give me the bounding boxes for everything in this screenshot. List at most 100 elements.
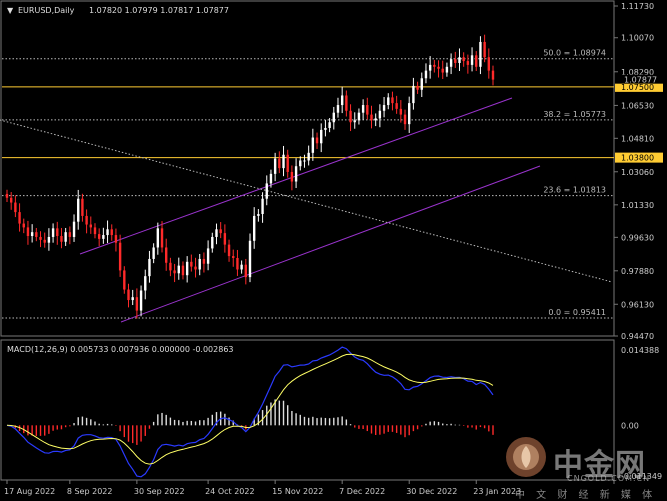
candle <box>181 261 185 280</box>
candle <box>60 227 63 249</box>
candle <box>206 240 210 271</box>
candle <box>282 145 285 177</box>
candle-body <box>190 261 193 267</box>
price-tick-label: 1.01330 <box>621 201 654 210</box>
candle-body <box>89 224 92 228</box>
current-price-marker: 1.07877 <box>615 74 663 85</box>
candle-body <box>173 270 176 274</box>
candle <box>152 243 155 264</box>
candle-body <box>252 215 256 241</box>
candle-body <box>336 105 340 113</box>
chart-header-arrow: ▼ <box>7 6 14 15</box>
candle-body <box>328 122 331 128</box>
candle-body <box>144 276 147 291</box>
candle-body <box>223 233 227 245</box>
watermark-tagline: 中 文 财 经 新 媒 体 <box>515 490 657 501</box>
candle <box>248 233 252 283</box>
support-level-label: 1.07500 <box>621 83 654 92</box>
candle-body <box>399 108 403 115</box>
candle <box>35 227 38 242</box>
macd-tick-label: 0.00 <box>621 421 639 430</box>
candle-body <box>102 235 105 239</box>
candle <box>353 112 356 129</box>
candle <box>110 224 113 241</box>
candle <box>475 51 478 72</box>
macd-signal-line <box>6 353 494 465</box>
candle <box>382 97 386 118</box>
date-tick-label: 23 Jan 2023 <box>473 487 521 496</box>
price-tick-label: 0.96130 <box>621 300 654 309</box>
candle-body <box>93 227 97 235</box>
candle <box>378 104 382 128</box>
candle <box>211 232 214 253</box>
candle <box>370 105 373 129</box>
fib-level-label: 38.2 = 1.05773 <box>543 110 606 119</box>
candle <box>106 220 109 244</box>
candle <box>403 109 407 130</box>
candle <box>278 151 281 174</box>
candle <box>160 221 164 253</box>
candle <box>223 224 227 253</box>
support-level-label: 1.03800 <box>621 154 654 163</box>
candle-body <box>466 61 470 65</box>
candle-body <box>5 193 9 198</box>
candle <box>26 220 30 245</box>
candle-body <box>320 129 323 144</box>
price-panel-frame <box>0 0 615 337</box>
candle-body <box>118 242 122 271</box>
candle <box>483 34 486 63</box>
candle <box>261 192 264 223</box>
candle <box>441 60 444 80</box>
candle <box>408 96 411 133</box>
candle-body <box>160 228 164 248</box>
candle-body <box>345 95 348 111</box>
date-tick-label: 8 Sep 2022 <box>67 487 113 496</box>
candle-body <box>152 247 155 259</box>
candle-body <box>110 229 113 236</box>
current-price-label: 1.07877 <box>624 76 657 85</box>
support-level-box <box>615 81 663 92</box>
candle <box>273 152 277 182</box>
candle-body <box>332 112 335 123</box>
candle-body <box>412 85 415 104</box>
candle-body <box>278 158 281 169</box>
candle <box>215 223 218 245</box>
candle-body <box>18 212 21 224</box>
date-axis: 17 Aug 2022 8 Sep 2022 30 Sep 2022 24 Oct 2… <box>4 480 521 496</box>
candle <box>445 62 449 77</box>
candlestick-series <box>5 34 495 319</box>
candle-body <box>315 137 319 144</box>
candle <box>374 113 377 127</box>
candle-body <box>391 97 394 104</box>
candle <box>169 257 172 277</box>
candle-body <box>51 228 55 237</box>
candle <box>30 224 34 243</box>
candle-body <box>370 114 373 121</box>
candle-body <box>227 244 231 257</box>
candle-body <box>454 59 457 63</box>
candle-body <box>194 266 197 270</box>
candle <box>366 97 369 120</box>
candle-body <box>114 235 118 243</box>
candle <box>328 118 331 133</box>
price-tick-label: 1.04810 <box>621 134 654 143</box>
candle <box>43 232 46 248</box>
date-tick-label: 17 Aug 2022 <box>4 487 55 496</box>
candle <box>232 249 235 267</box>
candle-body <box>353 120 356 123</box>
candle-body <box>22 223 25 228</box>
candle-body <box>470 55 474 65</box>
candle-body <box>56 228 59 237</box>
candle <box>324 119 327 137</box>
candle <box>395 95 398 114</box>
price-tick-label: 0.99630 <box>621 233 654 242</box>
candle <box>466 54 470 74</box>
candle-body <box>248 240 252 278</box>
candle <box>135 288 139 319</box>
candle <box>5 189 9 202</box>
candle-body <box>424 70 428 79</box>
candle <box>148 250 151 283</box>
candle-body <box>479 41 482 67</box>
candle <box>424 63 428 84</box>
candle <box>399 100 403 123</box>
